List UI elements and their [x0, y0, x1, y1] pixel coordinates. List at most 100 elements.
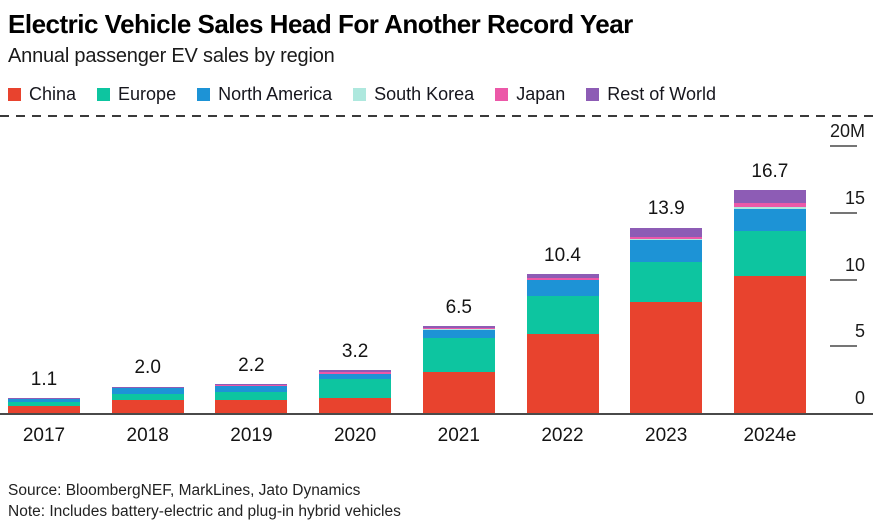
bar-segment-japan [111, 387, 184, 389]
bar-segment-south-korea [422, 328, 495, 330]
y-axis-tick-dash [830, 278, 857, 281]
legend-item-europe: Europe [97, 84, 176, 105]
bar-segment-rest-of-world [8, 398, 80, 400]
footer: Source: BloombergNEF, MarkLines, Jato Dy… [0, 480, 865, 522]
bar-segment-south-korea [630, 238, 703, 241]
bar-segment-europe [733, 230, 806, 276]
bar-segment-north-america [319, 373, 392, 379]
bar-segment-europe [630, 262, 703, 303]
bar-segment-china [111, 399, 184, 413]
bar-total-label: 10.4 [544, 245, 581, 267]
bar-segment-north-america [526, 280, 599, 297]
bar-segment-north-america [8, 399, 80, 403]
bar-2019 [215, 383, 288, 413]
bar-segment-rest-of-world [630, 227, 703, 237]
bar-segment-japan [319, 372, 392, 374]
bar-segment-europe [215, 391, 288, 400]
bar-segment-china [526, 334, 599, 413]
bar-2021 [422, 326, 495, 413]
bar-segment-north-america [733, 209, 806, 231]
bar-segment-japan [422, 327, 495, 329]
bar-segment-japan [215, 385, 288, 386]
source-text: Source: BloombergNEF, MarkLines, Jato Dy… [8, 482, 361, 499]
legend-item-south-korea: South Korea [353, 84, 474, 105]
bar-segment-north-america [215, 385, 288, 392]
bar-segment-rest-of-world [526, 274, 599, 279]
page-subtitle: Annual passenger EV sales by region [8, 45, 335, 67]
legend-swatch-north-america [197, 88, 211, 101]
legend-swatch-japan [495, 88, 509, 101]
bar-segment-north-america [422, 329, 495, 339]
bar-2017 [8, 398, 80, 413]
bar-total-label: 3.2 [341, 341, 369, 363]
bar-segment-rest-of-world [733, 190, 806, 204]
legend-item-north-america: North America [197, 84, 332, 105]
y-axis-tick-label: 10 [844, 254, 865, 275]
x-axis-label-2018: 2018 [126, 425, 169, 446]
bar-segment-japan [526, 278, 599, 280]
y-axis-tick-label: 0 [854, 388, 865, 408]
legend-label: Europe [118, 84, 177, 104]
bar-segment-china [422, 371, 495, 413]
x-axis-label-2021: 2021 [437, 425, 480, 446]
legend-label: China [29, 84, 77, 104]
x-axis-label-2019: 2019 [230, 425, 273, 446]
legend-label: Rest of World [607, 84, 716, 104]
y-axis-tick-dash [830, 345, 857, 348]
note-text: Note: Includes battery-electric and plug… [8, 503, 401, 520]
bar-segment-rest-of-world [111, 386, 184, 388]
bar-segment-china [733, 275, 806, 413]
bar-segment-china [8, 406, 80, 413]
bar-segment-north-america [111, 388, 184, 395]
bar-segment-europe [111, 394, 184, 400]
bar-total-label: 6.5 [445, 297, 472, 319]
legend-swatch-europe [97, 88, 111, 101]
bar-segment-rest-of-world [422, 326, 495, 328]
bar-segment-south-korea [526, 279, 599, 281]
bar-segment-europe [319, 378, 392, 398]
bar-segment-europe [8, 402, 80, 407]
bar-segment-china [630, 302, 703, 413]
bar-segment-china [319, 397, 392, 413]
top-dashed-rule [0, 115, 873, 117]
legend-swatch-rest-of-world [586, 88, 600, 101]
bar-total-label: 13.9 [647, 198, 685, 220]
x-axis-label-2024e: 2024e [743, 425, 797, 446]
bar-total-label: 1.1 [30, 369, 58, 391]
bar-2022 [526, 274, 599, 413]
legend-item-rest-of-world: Rest of World [586, 84, 716, 105]
bar-2023 [630, 227, 703, 413]
page-title: Electric Vehicle Sales Head For Another … [8, 9, 633, 39]
y-axis-tick-label: 20M [829, 121, 865, 141]
x-axis-label-2020: 2020 [333, 425, 377, 446]
legend-swatch-china [8, 88, 21, 101]
bar-segment-rest-of-world [215, 383, 288, 386]
y-axis-tick-dash [830, 145, 857, 147]
legend-item-japan: Japan [495, 84, 565, 105]
bar-2024e [733, 190, 806, 413]
legend-item-china: China [8, 84, 76, 105]
y-axis-tick-dash [830, 211, 857, 214]
bar-segment-europe [526, 296, 599, 335]
legend-label: Japan [516, 84, 566, 104]
plot-area: 1.1 2.0 2.2 3.2 6.5 10.4 13.9 16.7 0 5 10 15 20M [0, 115, 873, 415]
bar-segment-japan [733, 203, 806, 208]
bar-segment-japan [630, 236, 703, 239]
bar-segment-europe [422, 338, 495, 372]
bar-segment-china [215, 399, 288, 413]
y-axis-tick-label: 5 [854, 321, 865, 342]
bar-segment-rest-of-world [319, 370, 392, 373]
chart: 1.1 2.0 2.2 3.2 6.5 10.4 13.9 16.7 0 5 10 15 20M 201… [0, 115, 873, 453]
legend-swatch-south-korea [353, 88, 367, 101]
bar-segment-south-korea [733, 207, 806, 210]
x-axis-label-2023: 2023 [645, 425, 688, 446]
legend: China Europe North America South Korea Japan… [8, 84, 865, 105]
legend-label: North America [218, 84, 333, 104]
x-axis-label-2017: 2017 [22, 425, 66, 446]
bar-2020 [319, 370, 392, 413]
legend-label: South Korea [374, 84, 475, 104]
y-axis-tick-label: 15 [844, 187, 865, 208]
bar-2018 [111, 386, 184, 413]
bar-total-label: 16.7 [751, 161, 789, 183]
